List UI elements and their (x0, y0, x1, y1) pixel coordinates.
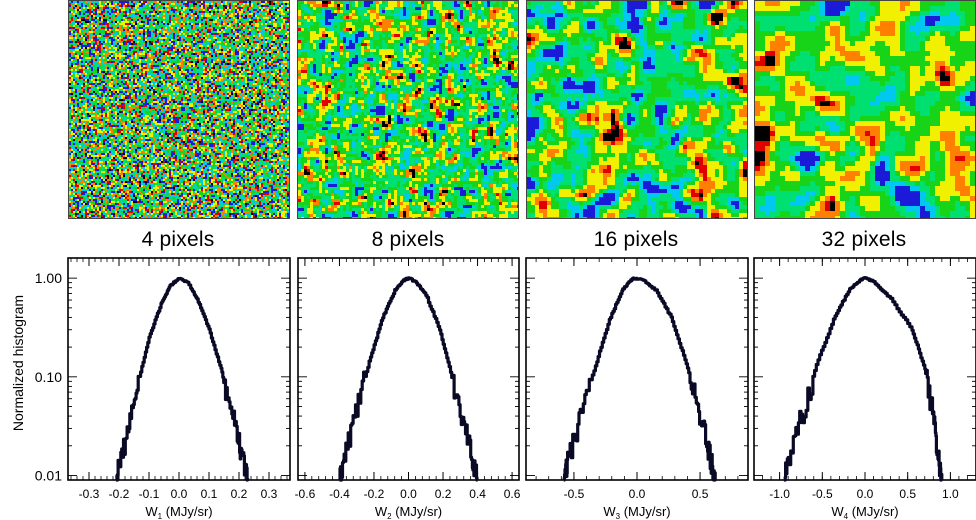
histogram-curve (114, 276, 250, 482)
histogram-curve (562, 276, 717, 482)
x-tick-label: -0.5 (564, 487, 585, 501)
x-tick-label: 0.3 (261, 487, 278, 501)
map-cells (527, 1, 747, 218)
x-tick-label: -1.0 (769, 487, 790, 501)
x-tick-label: 1.0 (942, 487, 959, 501)
scale-title-16px: 16 pixels (526, 228, 746, 252)
x-tick-label: -0.1 (139, 487, 160, 501)
x-tick-label: -0.2 (364, 487, 385, 501)
x-axis-label: W1 (MJy/sr) (145, 504, 212, 520)
x-axis-label: W4 (MJy/sr) (831, 504, 898, 520)
x-axis-label: W3 (MJy/sr) (603, 504, 670, 520)
map-cells (298, 1, 518, 218)
histogram-panel-2: -0.6 -0.4 -0.2 0.0 0.2 0.4 0.6 W2 (MJy/sr) (295, 257, 521, 520)
x-tick-label: 0.6 (504, 487, 521, 501)
histogram-panel-1: -0.3 -0.2 -0.1 0.0 0.1 0.2 0.3 1.00 0.10 0.01 W1 (… (35, 257, 291, 520)
plot-frame (525, 257, 749, 481)
x-tick-label: -0.5 (812, 487, 833, 501)
x-tick-label: 0.0 (857, 487, 874, 501)
y-tick-label: 1.00 (35, 270, 62, 286)
wavelet-map-16px (526, 0, 748, 219)
y-tick-label: 0.10 (35, 369, 62, 385)
x-tick-label: 0.5 (692, 487, 709, 501)
plot-frame (67, 257, 291, 481)
wavelet-map-32px (754, 0, 976, 219)
x-tick-label: -0.4 (329, 487, 350, 501)
map-cells (69, 1, 289, 218)
plot-frame (297, 257, 520, 481)
x-tick-label: -0.3 (79, 487, 100, 501)
x-tick-label: 0.4 (469, 487, 486, 501)
wavelet-map-4px (68, 0, 290, 219)
map-cells (755, 1, 975, 218)
scale-title-32px: 32 pixels (754, 228, 974, 252)
x-tick-label: 0.2 (231, 487, 248, 501)
scale-title-8px: 8 pixels (298, 228, 518, 252)
plot-frame (753, 257, 976, 481)
x-axis-label: W2 (MJy/sr) (375, 504, 442, 520)
x-tick-label: 0.1 (201, 487, 218, 501)
scale-title-4px: 4 pixels (68, 228, 288, 252)
x-tick-label: 0.0 (171, 487, 188, 501)
x-tick-label: 0.0 (400, 487, 417, 501)
wavelet-map-8px (297, 0, 519, 219)
histogram-curve (338, 276, 479, 482)
histogram-panel-4: -1.0 -0.5 0.0 0.5 1.0 W4 (MJy/sr) (753, 257, 976, 520)
x-tick-label: -0.2 (109, 487, 130, 501)
x-tick-label: 0.2 (435, 487, 452, 501)
x-tick-label: -0.6 (295, 487, 316, 501)
x-tick-label: 0.5 (899, 487, 916, 501)
histogram-panel-3: -0.5 0.0 0.5 W3 (MJy/sr) (525, 257, 749, 520)
y-tick-label: 0.01 (35, 467, 62, 483)
histogram-curve (782, 276, 944, 482)
x-tick-label: 0.0 (629, 487, 646, 501)
